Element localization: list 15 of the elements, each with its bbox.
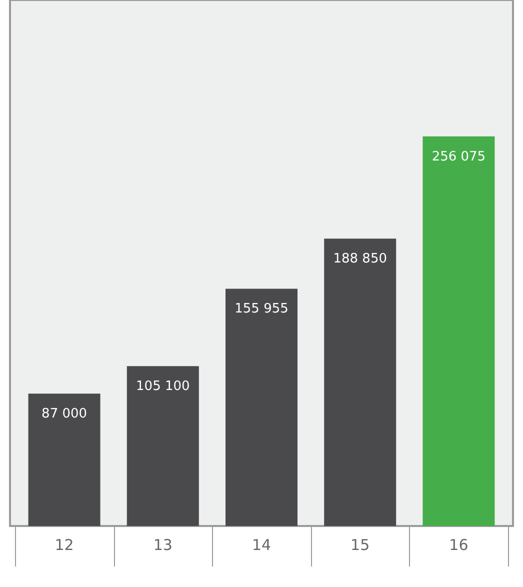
- bar: [28, 394, 100, 526]
- x-tick-label: 14: [252, 536, 272, 554]
- bar: [324, 238, 396, 526]
- x-tick-label: 15: [350, 536, 370, 554]
- data-label: 105 100: [136, 379, 190, 394]
- x-tick-label: 12: [54, 536, 74, 554]
- data-label: 87 000: [42, 406, 88, 422]
- bar: [126, 366, 199, 526]
- x-tick-label: 16: [449, 536, 468, 554]
- data-label: 256 075: [432, 149, 486, 164]
- data-label: 188 850: [333, 252, 387, 267]
- bar: [422, 136, 495, 526]
- bar: [226, 288, 298, 526]
- x-tick-label: 13: [153, 536, 172, 554]
- data-label: 155 955: [234, 302, 288, 317]
